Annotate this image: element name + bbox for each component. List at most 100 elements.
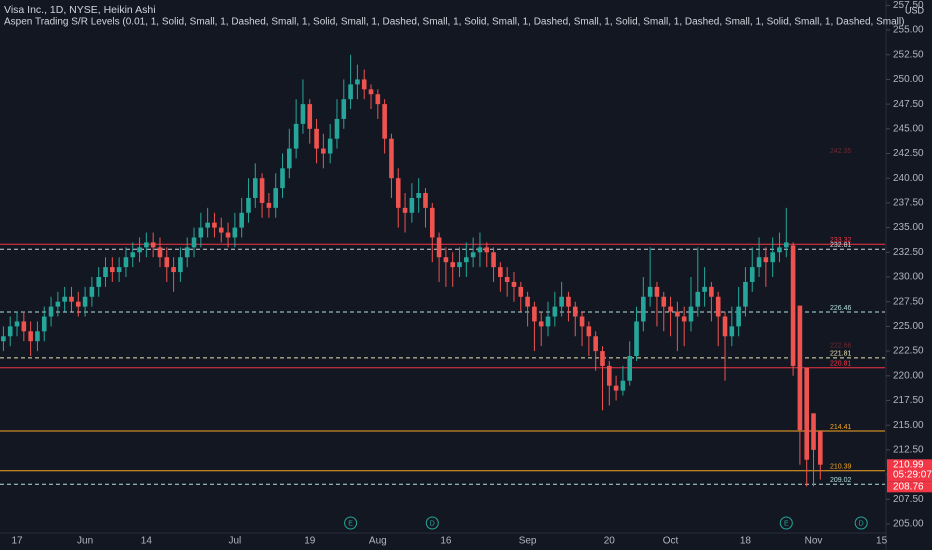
event-marker [779,516,793,530]
candle-body [14,321,20,327]
candle-body [259,178,265,203]
candle-body [654,286,660,297]
candle-body [722,316,728,337]
y-tick-label: 212.50 [893,445,924,456]
y-tick-label: 215.00 [893,420,924,431]
sr-level-label: 214.41 [830,424,852,431]
event-label: D [430,520,435,527]
candle-body [395,178,401,208]
y-tick-label: 257.50 [893,0,924,11]
candle-body [770,252,775,263]
candle-body [783,242,789,248]
candle-body [205,222,210,228]
candle-body [28,331,33,342]
candle-body [559,296,564,307]
candle-body [675,311,680,317]
candle-body [252,178,258,198]
candle-body [702,286,707,292]
candle-body [178,257,183,273]
x-tick-label: Aug [369,536,387,547]
candle-body [743,281,748,307]
candle-body [504,276,510,282]
candle-body [96,276,102,287]
candle-body [144,242,149,248]
candle-body [48,306,54,317]
y-tick-label: 245.00 [893,123,924,134]
y-tick-label: 235.00 [893,222,924,233]
candle-body [89,286,95,297]
candle-body [55,301,61,307]
candle-body [314,128,319,149]
candle-body [266,202,272,208]
candle-body [763,257,769,263]
x-tick-label: Jun [77,536,93,547]
candle-body [327,138,333,154]
candle-body [361,79,367,90]
y-tick-label: 242.50 [893,148,924,159]
y-tick-label: 222.50 [893,346,924,357]
candle-body [232,227,238,238]
candle-body [21,321,27,332]
candle-body [436,237,442,258]
price-tag [887,459,932,482]
candle-body [212,222,217,228]
candle-body [137,247,142,253]
event-label: E [784,520,789,527]
candle-body [457,262,462,268]
candle-body [464,257,469,263]
candle-body [130,252,136,258]
candle-body [777,247,782,253]
candle-body [566,296,571,307]
candle-body [518,286,524,297]
candle-body [586,326,592,337]
candle-body [150,242,156,248]
y-tick-label: 237.50 [893,198,924,209]
candle-body [103,267,108,277]
candle-body [545,316,551,327]
candle-body [7,326,13,337]
candle-body [273,188,279,208]
sr-level-label: 232.81 [830,242,852,249]
candle-body [668,306,673,312]
candle-body [498,267,503,277]
sr-level-label: 210.39 [830,464,852,471]
candle-body [62,296,67,302]
candle-body [218,227,224,233]
candle-body [797,305,803,431]
candle-body [69,296,74,302]
candle-body [375,94,381,105]
y-tick-label: 247.50 [893,99,924,110]
candle-body [532,306,537,322]
candle-body [729,326,735,337]
event-label: E [348,520,353,527]
candle-body [123,257,129,268]
event-marker [425,516,439,530]
candle-body [818,431,823,465]
sr-level-label: 209.02 [830,477,852,484]
candle-body [572,306,578,317]
event-label: D [859,520,864,527]
sr-level-label: 222.66 [830,342,852,349]
y-tick-label: 220.00 [893,370,924,381]
x-tick-label: 20 [604,536,616,547]
candle-body [409,197,415,213]
candle-body [681,316,687,322]
candle-body [429,207,435,238]
candle-body [355,79,360,85]
candle-body [443,257,449,263]
candle-body [484,247,490,253]
candle-body [634,321,639,357]
y-tick-label: 227.50 [893,296,924,307]
y-tick-label: 207.50 [893,494,924,505]
candle-body [470,252,476,258]
candle-body [171,267,176,273]
candle-body [606,365,612,386]
candle-body [198,227,204,238]
price-tag-time: 05:29:07 [893,469,932,480]
candle-body [82,296,88,307]
candle-body [627,356,633,381]
y-tick-label: 255.00 [893,25,924,36]
y-tick-label: 240.00 [893,173,924,184]
event-marker [344,516,358,530]
